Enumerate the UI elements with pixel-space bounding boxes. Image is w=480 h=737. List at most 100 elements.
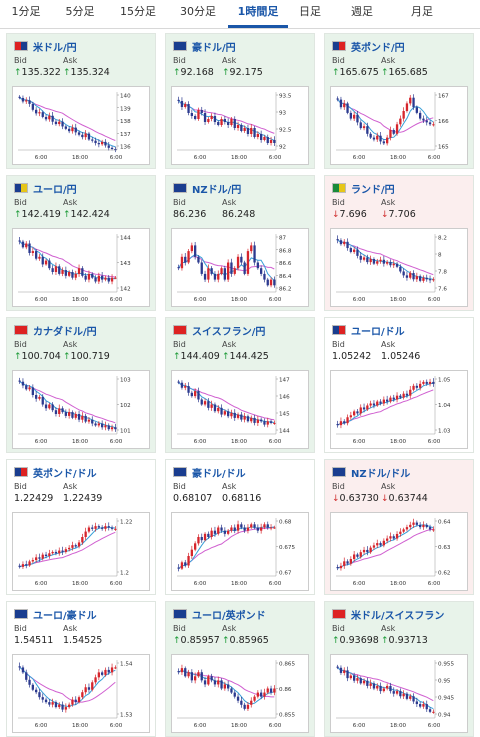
pair-name[interactable]: NZドル/円: [192, 184, 242, 196]
price-chart[interactable]: 140 139 138 137 136 6:00 18:00 6:00: [12, 86, 150, 165]
rate-card[interactable]: NZドル/ドル Bid Ask ↓0.63730 ↓0.63744 0.64 0.…: [324, 459, 474, 595]
candle-body: [207, 119, 210, 122]
tab-3[interactable]: 15分足: [120, 5, 156, 18]
y-tick-label: 7.8: [438, 270, 447, 276]
moving-average-short: [337, 524, 434, 569]
price-chart[interactable]: 0.64 0.63 0.62 6:00 18:00 6:00: [330, 512, 468, 591]
price-chart[interactable]: 93.5 93 92.5 92 6:00 18:00 6:00: [171, 86, 309, 165]
price-chart[interactable]: 167 166 165 6:00 18:00 6:00: [330, 86, 468, 165]
moving-average-short: [337, 382, 434, 426]
price-chart[interactable]: 0.68 0.675 0.67 6:00 18:00 6:00: [171, 512, 309, 591]
pair-name[interactable]: ユーロ/豪ドル: [33, 610, 97, 622]
pair-name[interactable]: ユーロ/英ポンド: [192, 610, 266, 622]
rate-card[interactable]: 英ポンド/ドル Bid Ask 1.22429 1.22439 1.22 1.2 6…: [6, 459, 156, 595]
pair-name[interactable]: 米ドル/スイスフラン: [351, 610, 445, 622]
candle-body: [77, 697, 81, 703]
tab-1[interactable]: 1分足: [11, 5, 41, 18]
pair-name[interactable]: スイスフラン/円: [192, 326, 266, 338]
price-chart[interactable]: 1.22 1.2 6:00 18:00 6:00: [12, 512, 150, 591]
x-tick-label: 6:00: [353, 297, 366, 303]
candle-body: [359, 678, 362, 684]
pair-name[interactable]: 英ポンド/円: [351, 42, 405, 54]
rate-card[interactable]: スイスフラン/円 Bid Ask ↑144.409 ↑144.425 147 14…: [165, 317, 315, 453]
candle-body: [428, 381, 432, 384]
candle-body: [81, 692, 84, 698]
rate-card[interactable]: カナダドル/円 Bid Ask ↑100.704 ↑100.719 103 102…: [6, 317, 156, 453]
price-chart[interactable]: 8.2 8 7.8 7.6 6:00 18:00 6:00: [330, 228, 468, 307]
rate-card[interactable]: 英ポンド/円 Bid Ask ↑165.675 ↑165.685 167 166 1…: [324, 33, 474, 169]
pair-name[interactable]: 米ドル/円: [33, 42, 77, 54]
candle-body: [376, 543, 379, 546]
candle-body: [200, 110, 203, 113]
rate-card[interactable]: ランド/円 Bid Ask ↓7.696 ↓7.706 8.2 8 7.8 7.6 6:…: [324, 175, 474, 311]
y-tick-label: 145: [279, 412, 290, 418]
tab-7[interactable]: 週足: [351, 5, 373, 18]
rate-card[interactable]: NZドル/円 Bid Ask 86.236 86.248 87 86.8 86.6 8…: [165, 175, 315, 311]
price-chart[interactable]: 1.05 1.04 1.03 6:00 18:00 6:00: [330, 370, 468, 449]
candlestick-chart: 1.54 1.53 6:00 18:00 6:00: [18, 660, 133, 729]
x-tick-label: 18:00: [231, 581, 248, 587]
rate-card[interactable]: ユーロ/円 Bid Ask ↑142.419 ↑142.424 144 143 14…: [6, 175, 156, 311]
candle-body: [61, 408, 64, 413]
candle-body: [405, 693, 409, 699]
x-tick-label: 18:00: [390, 439, 407, 445]
up-arrow-icon: ↑: [332, 636, 340, 646]
candle-body: [256, 527, 260, 531]
candle-body: [372, 545, 376, 548]
candle-body: [180, 382, 184, 388]
candle-body: [389, 536, 392, 539]
tab-6[interactable]: 日足: [299, 5, 321, 18]
candle-body: [28, 679, 31, 685]
y-tick-label: 139: [120, 106, 131, 112]
bid-value: 1.05242: [332, 351, 372, 362]
x-tick-label: 6:00: [194, 439, 207, 445]
candle-body: [230, 119, 233, 125]
candle-body: [263, 421, 266, 425]
x-tick-label: 18:00: [72, 297, 89, 303]
pair-name[interactable]: 豪ドル/ドル: [192, 468, 246, 480]
tab-2[interactable]: 5分足: [65, 5, 95, 18]
tab-5[interactable]: 1時間足: [228, 0, 288, 28]
candle-body: [392, 130, 395, 134]
candle-body: [200, 537, 203, 541]
rate-card[interactable]: 米ドル/スイスフラン Bid Ask ↑0.93698 ↑0.93713 0.9…: [324, 601, 474, 737]
price-chart[interactable]: 1.54 1.53 6:00 18:00 6:00: [12, 654, 150, 733]
pair-name[interactable]: ユーロ/円: [33, 184, 77, 196]
rate-card[interactable]: ユーロ/ドル Bid Ask 1.05242 1.05246 1.05 1.04 1…: [324, 317, 474, 453]
rate-card[interactable]: 豪ドル/ドル Bid Ask 0.68107 0.68116 0.68 0.675…: [165, 459, 315, 595]
price-chart[interactable]: 87 86.8 86.6 86.4 86.2 6:00 18:00 6:00: [171, 228, 309, 307]
candle-body: [425, 381, 428, 384]
y-tick-label: 167: [438, 94, 449, 100]
card-header: ユーロ/円: [14, 182, 77, 196]
candle-body: [77, 268, 81, 274]
pair-name[interactable]: 英ポンド/ドル: [33, 468, 97, 480]
candle-body: [107, 669, 110, 673]
candle-body: [87, 133, 91, 140]
candle-body: [84, 275, 87, 280]
pair-name[interactable]: ユーロ/ドル: [351, 326, 405, 338]
price-chart[interactable]: 103 102 101 6:00 18:00 6:00: [12, 370, 150, 449]
pair-name[interactable]: 豪ドル/円: [192, 42, 236, 54]
rate-card[interactable]: 豪ドル/円 Bid Ask ↑92.168 ↑92.175 93.5 93 92.5…: [165, 33, 315, 169]
pair-name[interactable]: ランド/円: [351, 184, 395, 196]
candle-body: [74, 699, 77, 703]
price-chart[interactable]: 144 143 142 6:00 18:00 6:00: [12, 228, 150, 307]
pair-name[interactable]: NZドル/ドル: [351, 468, 411, 480]
candle-body: [422, 524, 425, 528]
ask-label: Ask: [222, 482, 237, 491]
candle-body: [114, 528, 117, 530]
rate-card[interactable]: 米ドル/円 Bid Ask ↑135.322 ↑135.324 140 139 13…: [6, 33, 156, 169]
price-chart[interactable]: 0.955 0.95 0.945 0.94 6:00 18:00 6:00: [330, 654, 468, 733]
tab-4[interactable]: 30分足: [180, 5, 216, 18]
candle-body: [187, 386, 190, 393]
rate-card[interactable]: ユーロ/英ポンド Bid Ask ↑0.85957 ↑0.85965 0.865…: [165, 601, 315, 737]
candle-body: [81, 537, 84, 543]
tab-8[interactable]: 月足: [411, 5, 433, 18]
rate-card[interactable]: ユーロ/豪ドル Bid Ask 1.54511 1.54525 1.54 1.53…: [6, 601, 156, 737]
x-tick-label: 6:00: [353, 581, 366, 587]
price-chart[interactable]: 0.865 0.86 0.855 6:00 18:00 6:00: [171, 654, 309, 733]
candle-body: [41, 396, 44, 405]
moving-average-long: [178, 527, 275, 570]
pair-name[interactable]: カナダドル/円: [33, 326, 97, 338]
price-chart[interactable]: 147 146 145 144 6:00 18:00 6:00: [171, 370, 309, 449]
